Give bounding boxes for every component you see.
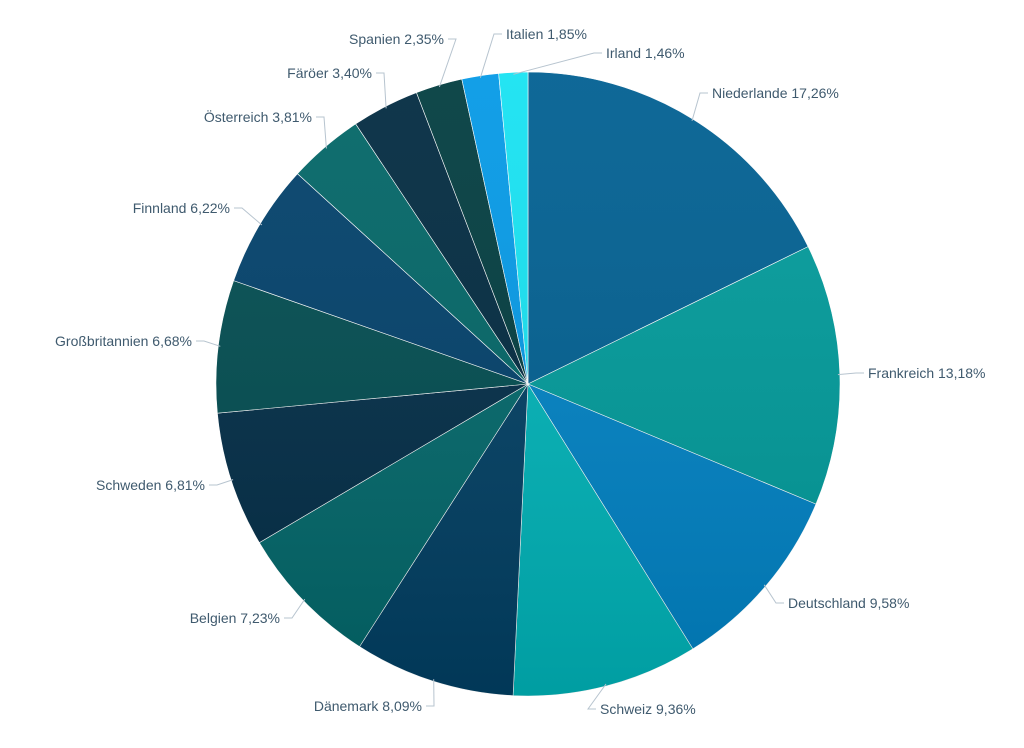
label-schweden: Schweden 6,81% <box>96 477 205 493</box>
leader-line-irland <box>513 52 602 75</box>
label-schweiz: Schweiz 9,36% <box>600 701 696 717</box>
leader-line-finnland <box>234 207 263 226</box>
leader-line-deutschland <box>763 584 784 604</box>
leader-line-belgien <box>284 598 306 619</box>
label-finnland: Finnland 6,22% <box>133 200 230 216</box>
label-irland: Irland 1,46% <box>606 45 685 61</box>
leader-line-spanien <box>438 38 457 88</box>
leader-line-oesterreich <box>316 116 327 149</box>
pie-slices <box>215 71 841 697</box>
label-niederlande: Niederlande 17,26% <box>712 85 839 101</box>
leader-line-daenemark <box>426 679 435 707</box>
label-spanien: Spanien 2,35% <box>349 31 444 47</box>
leader-line-niederlande <box>691 92 708 122</box>
leader-line-frankreich <box>837 372 864 376</box>
leader-line-schweden <box>209 479 234 486</box>
label-grossbritannien: Großbritannien 6,68% <box>55 333 192 349</box>
leader-lines <box>196 33 864 710</box>
label-daenemark: Dänemark 8,09% <box>314 698 422 714</box>
leader-line-schweiz <box>587 683 607 710</box>
label-faeroeer: Färöer 3,40% <box>287 65 372 81</box>
label-deutschland: Deutschland 9,58% <box>788 595 909 611</box>
label-frankreich: Frankreich 13,18% <box>868 365 986 381</box>
leader-line-grossbritannien <box>196 340 221 347</box>
label-italien: Italien 1,85% <box>506 26 587 42</box>
label-belgien: Belgien 7,23% <box>190 610 280 626</box>
leader-line-faeroeer <box>376 72 387 109</box>
label-oesterreich: Österreich 3,81% <box>204 108 312 125</box>
slice-labels: Niederlande 17,26% Frankreich 13,18% Deuts… <box>55 26 985 717</box>
leader-line-italien <box>479 33 502 78</box>
